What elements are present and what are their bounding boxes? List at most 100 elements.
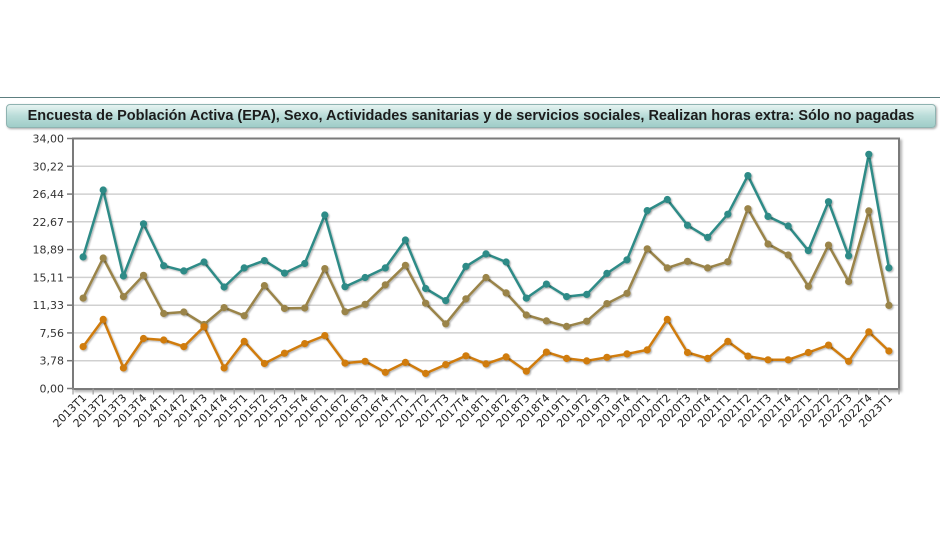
data-point[interactable] bbox=[643, 207, 651, 215]
data-point[interactable] bbox=[180, 308, 188, 316]
data-point[interactable] bbox=[442, 320, 450, 328]
data-point[interactable] bbox=[422, 299, 430, 307]
data-point[interactable] bbox=[542, 317, 551, 325]
data-point[interactable] bbox=[663, 264, 671, 272]
data-point[interactable] bbox=[301, 340, 309, 348]
data-point[interactable] bbox=[160, 309, 168, 318]
data-point[interactable] bbox=[119, 364, 127, 372]
data-point[interactable] bbox=[301, 304, 309, 312]
data-point[interactable] bbox=[99, 254, 107, 262]
data-point[interactable] bbox=[79, 343, 87, 351]
data-point[interactable] bbox=[321, 211, 329, 219]
data-point[interactable] bbox=[502, 258, 510, 266]
data-point[interactable] bbox=[764, 212, 772, 220]
data-point[interactable] bbox=[139, 271, 148, 279]
data-point[interactable] bbox=[422, 369, 430, 377]
data-point[interactable] bbox=[683, 221, 692, 229]
data-point[interactable] bbox=[381, 264, 389, 272]
data-point[interactable] bbox=[341, 283, 349, 291]
data-point[interactable] bbox=[603, 353, 611, 361]
data-point[interactable] bbox=[220, 364, 228, 372]
data-point[interactable] bbox=[784, 356, 792, 364]
data-point[interactable] bbox=[845, 357, 853, 365]
data-point[interactable] bbox=[804, 282, 812, 290]
data-point[interactable] bbox=[704, 233, 712, 241]
data-point[interactable] bbox=[260, 282, 268, 290]
data-point[interactable] bbox=[341, 359, 349, 367]
data-point[interactable] bbox=[522, 311, 530, 319]
data-point[interactable] bbox=[321, 265, 329, 273]
data-point[interactable] bbox=[401, 236, 409, 244]
data-point[interactable] bbox=[885, 347, 893, 355]
data-point[interactable] bbox=[824, 241, 833, 249]
data-point[interactable] bbox=[663, 195, 671, 204]
data-point[interactable] bbox=[623, 350, 631, 358]
data-point[interactable] bbox=[422, 284, 430, 293]
data-point[interactable] bbox=[865, 328, 873, 336]
data-point[interactable] bbox=[442, 361, 450, 369]
data-point[interactable] bbox=[260, 359, 268, 368]
data-point[interactable] bbox=[603, 300, 611, 308]
data-point[interactable] bbox=[280, 269, 289, 277]
data-point[interactable] bbox=[240, 312, 248, 320]
data-point[interactable] bbox=[79, 294, 87, 302]
data-point[interactable] bbox=[804, 348, 812, 357]
data-point[interactable] bbox=[744, 172, 752, 180]
data-point[interactable] bbox=[160, 336, 168, 344]
data-point[interactable] bbox=[824, 198, 833, 206]
data-point[interactable] bbox=[482, 273, 490, 282]
data-point[interactable] bbox=[885, 264, 893, 272]
data-point[interactable] bbox=[280, 349, 289, 357]
data-point[interactable] bbox=[139, 220, 148, 228]
data-point[interactable] bbox=[583, 290, 591, 298]
data-point[interactable] bbox=[643, 346, 651, 354]
data-point[interactable] bbox=[683, 348, 692, 357]
data-point[interactable] bbox=[180, 343, 188, 351]
data-point[interactable] bbox=[583, 357, 591, 365]
data-point[interactable] bbox=[482, 360, 490, 368]
data-point[interactable] bbox=[119, 293, 127, 301]
data-point[interactable] bbox=[502, 353, 510, 361]
data-point[interactable] bbox=[180, 267, 188, 275]
data-point[interactable] bbox=[683, 257, 692, 265]
data-point[interactable] bbox=[522, 367, 530, 375]
data-point[interactable] bbox=[240, 337, 248, 345]
data-point[interactable] bbox=[462, 262, 470, 270]
data-point[interactable] bbox=[99, 315, 107, 323]
data-point[interactable] bbox=[744, 352, 752, 360]
data-point[interactable] bbox=[603, 269, 611, 277]
data-point[interactable] bbox=[865, 150, 873, 158]
data-point[interactable] bbox=[200, 258, 208, 266]
data-point[interactable] bbox=[623, 289, 631, 297]
data-point[interactable] bbox=[522, 294, 530, 302]
data-point[interactable] bbox=[845, 252, 853, 260]
data-point[interactable] bbox=[724, 210, 732, 218]
data-point[interactable] bbox=[160, 262, 168, 270]
data-point[interactable] bbox=[643, 245, 651, 253]
data-point[interactable] bbox=[240, 264, 248, 272]
data-point[interactable] bbox=[804, 247, 812, 255]
data-point[interactable] bbox=[563, 293, 571, 301]
data-point[interactable] bbox=[381, 281, 389, 289]
data-point[interactable] bbox=[220, 304, 228, 312]
data-point[interactable] bbox=[542, 348, 551, 356]
data-point[interactable] bbox=[784, 251, 792, 259]
data-point[interactable] bbox=[764, 240, 772, 248]
data-point[interactable] bbox=[99, 186, 107, 194]
data-point[interactable] bbox=[361, 300, 369, 308]
data-point[interactable] bbox=[361, 357, 369, 365]
data-point[interactable] bbox=[764, 356, 772, 364]
data-point[interactable] bbox=[744, 205, 752, 213]
data-point[interactable] bbox=[260, 257, 268, 265]
data-point[interactable] bbox=[301, 259, 309, 268]
data-point[interactable] bbox=[401, 261, 409, 269]
data-point[interactable] bbox=[885, 301, 893, 309]
data-point[interactable] bbox=[442, 297, 450, 305]
data-point[interactable] bbox=[663, 315, 671, 323]
data-point[interactable] bbox=[563, 354, 571, 362]
data-point[interactable] bbox=[563, 322, 571, 330]
data-point[interactable] bbox=[542, 280, 551, 288]
data-point[interactable] bbox=[361, 273, 369, 282]
data-point[interactable] bbox=[845, 277, 853, 286]
data-point[interactable] bbox=[139, 334, 148, 343]
